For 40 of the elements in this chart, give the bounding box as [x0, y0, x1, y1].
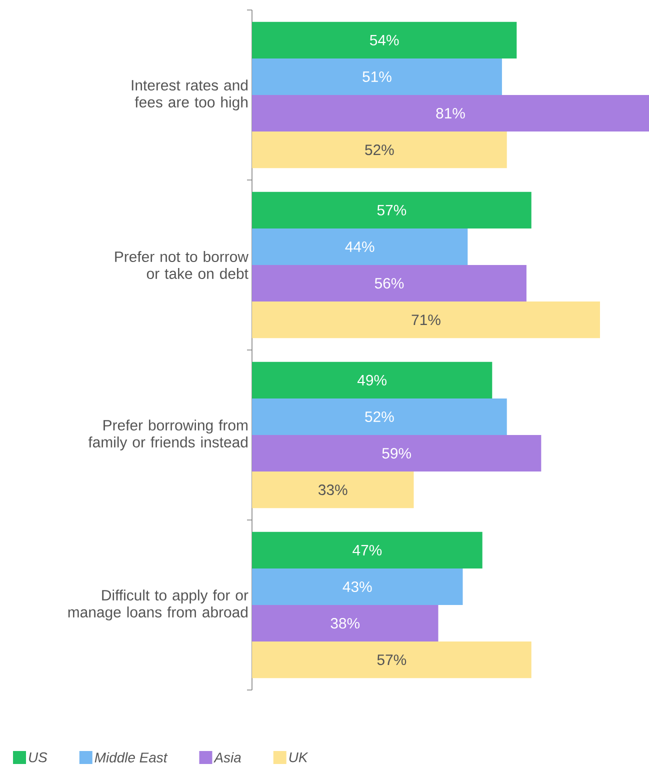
bar [252, 568, 463, 606]
data-label: 33% [318, 484, 348, 496]
y-tick-label: Prefer borrowing from family or friends instead [88, 420, 248, 450]
bar [252, 132, 507, 168]
y-tick-label: Interest rates and fees are too high [132, 80, 248, 110]
bar [252, 398, 507, 436]
legend-label: Asia [214, 752, 241, 762]
data-label: 38% [330, 618, 360, 629]
legend-label: US [29, 752, 48, 762]
data-label: 81% [436, 108, 465, 119]
y-tick-label: Difficult to apply for or manage loans from abroad [68, 590, 248, 620]
data-label: 52% [365, 411, 394, 422]
bar [252, 192, 532, 228]
bar [252, 22, 517, 58]
bar [252, 605, 438, 642]
bar [252, 95, 649, 132]
data-label: 44% [345, 242, 374, 252]
y-tick-label: Prefer not to borrow or take on debt [115, 251, 248, 279]
data-label: 71% [412, 314, 440, 326]
data-label: 56% [374, 278, 404, 289]
data-label: 47% [352, 544, 382, 556]
legend-label: Middle East [94, 752, 168, 762]
bar [252, 472, 414, 508]
data-label: 51% [362, 71, 392, 82]
bar [252, 362, 492, 398]
bar [252, 228, 468, 266]
data-label: 57% [377, 654, 406, 666]
data-label: 54% [370, 34, 399, 46]
bar [252, 435, 542, 472]
bar [252, 265, 526, 302]
legend-label: UK [289, 752, 308, 762]
data-label: 59% [382, 448, 411, 459]
bar [252, 302, 600, 338]
data-label: 49% [357, 374, 386, 386]
data-label: 57% [377, 204, 406, 216]
bar [252, 532, 482, 568]
bar [252, 642, 532, 678]
bar [252, 58, 502, 95]
data-label: 43% [342, 581, 372, 592]
data-label: 52% [365, 144, 394, 156]
